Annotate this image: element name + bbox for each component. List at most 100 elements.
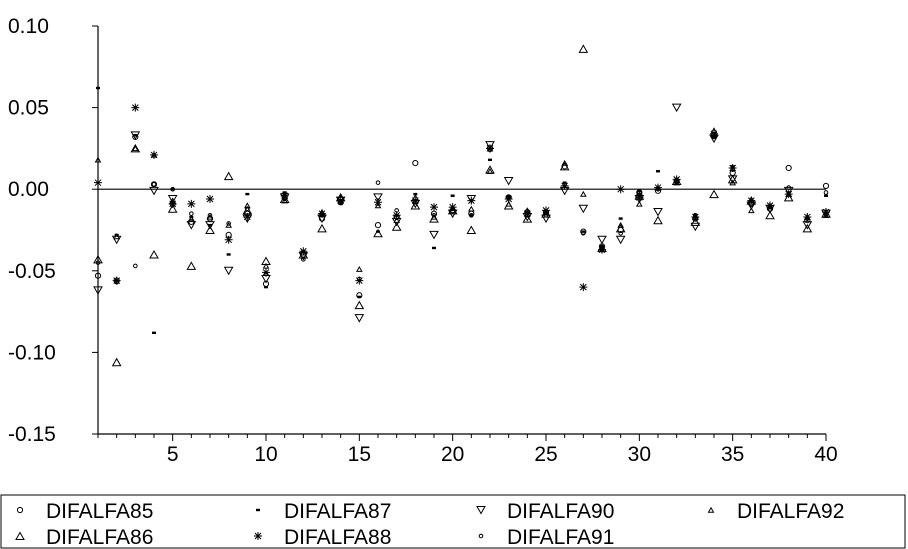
data-point	[467, 196, 476, 205]
data-point	[503, 201, 514, 210]
data-point	[579, 283, 588, 292]
legend-label: DIFALFA92	[737, 500, 844, 523]
data-point	[467, 205, 475, 212]
y-tick-label: 0.05	[8, 97, 49, 120]
data-point	[93, 254, 103, 264]
legend-entry: DIFALFA87	[256, 500, 391, 523]
data-point	[693, 213, 698, 218]
x-tick-label: 25	[534, 443, 557, 466]
data-point	[617, 221, 625, 228]
data-point	[410, 201, 421, 210]
legend-marker	[15, 531, 25, 540]
chart-axes	[92, 25, 827, 441]
data-point	[280, 191, 289, 200]
data-point	[522, 214, 533, 223]
data-point	[786, 185, 791, 190]
data-point	[187, 215, 195, 222]
data-point	[599, 247, 605, 252]
data-point	[805, 216, 810, 221]
data-point	[653, 208, 663, 217]
data-point	[785, 164, 792, 172]
data-point	[542, 206, 550, 215]
legend-label: DIFALFA90	[507, 500, 614, 523]
data-point	[374, 222, 382, 229]
data-point	[656, 170, 660, 173]
x-tick-label: 10	[254, 443, 277, 466]
data-point	[485, 141, 495, 150]
data-point	[394, 208, 399, 213]
x-tick-label: 20	[441, 443, 464, 466]
data-point	[391, 222, 402, 231]
legend-box	[0, 494, 906, 549]
data-point	[264, 285, 268, 289]
legend-entry: DIFALFA88	[254, 526, 391, 549]
legend-label: DIFALFA85	[46, 500, 153, 523]
data-point	[822, 182, 830, 190]
legend-label: DIFALFA86	[46, 526, 153, 549]
x-tick-label: 30	[628, 443, 651, 466]
legend-entry: DIFALFA92	[707, 500, 844, 523]
data-point	[373, 228, 383, 238]
data-point	[133, 263, 138, 269]
data-point	[111, 357, 122, 367]
data-point	[149, 186, 159, 196]
data-point	[261, 256, 271, 266]
legend-entry: DIFALFA91	[478, 526, 614, 549]
data-point	[226, 253, 231, 256]
data-point	[503, 177, 514, 186]
data-point	[376, 230, 380, 233]
data-point	[561, 159, 569, 166]
data-point	[114, 279, 119, 285]
data-point	[130, 143, 141, 153]
data-point	[170, 186, 175, 192]
data-point	[301, 257, 306, 262]
data-point	[506, 195, 511, 200]
data-point	[375, 180, 381, 185]
data-point	[93, 286, 103, 295]
data-point	[783, 192, 794, 202]
data-point	[206, 194, 214, 203]
data-point	[784, 190, 793, 199]
data-point	[635, 193, 644, 202]
data-point	[149, 249, 159, 259]
y-tick-label: -0.10	[8, 341, 56, 364]
x-tick-label: 35	[721, 443, 744, 466]
data-point	[429, 230, 439, 240]
data-point	[711, 134, 717, 140]
data-point	[111, 235, 122, 245]
data-point	[186, 261, 197, 270]
data-point	[113, 233, 121, 240]
legend-marker	[478, 533, 484, 539]
data-point	[469, 213, 474, 218]
data-point	[226, 221, 231, 226]
data-point	[543, 213, 549, 218]
data-point	[413, 199, 418, 205]
legend-marker	[254, 532, 262, 540]
data-point	[205, 225, 215, 234]
legend-label: DIFALFA87	[284, 500, 391, 523]
data-point	[710, 129, 718, 138]
data-point	[581, 230, 586, 236]
legend: DIFALFA85 DIFALFA87 DIFALFA90 DIFALFA92 DIFA…	[0, 494, 906, 549]
data-point	[674, 178, 679, 184]
legend-marker	[476, 506, 486, 515]
y-tick-label: 0.00	[8, 178, 49, 201]
data-point	[413, 192, 418, 196]
data-point	[167, 194, 178, 204]
data-point	[338, 199, 343, 205]
data-point	[432, 246, 436, 250]
legend-marker	[16, 506, 24, 514]
data-point	[580, 228, 587, 235]
legend-label: DIFALFA91	[507, 526, 614, 549]
x-tick-label: 5	[167, 443, 179, 466]
data-point	[208, 223, 212, 227]
data-point	[562, 182, 567, 187]
data-point	[578, 44, 589, 53]
data-point	[131, 103, 140, 112]
data-point	[802, 223, 813, 233]
series-difalfa92	[94, 127, 830, 272]
y-tick-label: -0.15	[8, 423, 56, 446]
data-point	[730, 167, 735, 172]
data-point	[450, 194, 455, 197]
